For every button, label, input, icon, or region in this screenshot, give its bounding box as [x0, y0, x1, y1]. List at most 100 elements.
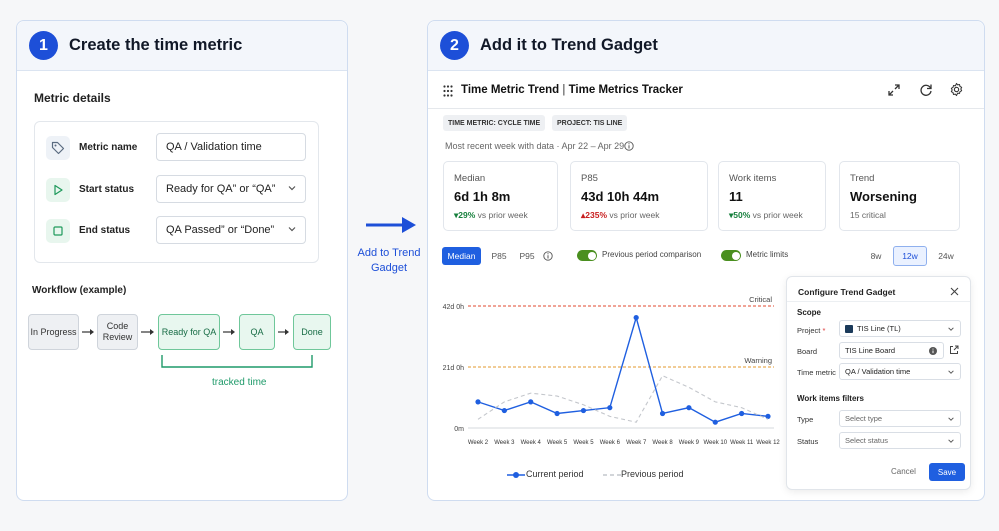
data-point — [580, 407, 587, 414]
y-tick-label: 0m — [454, 426, 464, 433]
step1-header: 1 Create the time metric — [17, 21, 347, 71]
tracked-time-label: tracked time — [212, 377, 267, 388]
start-status-value: Ready for QA” or “QA” — [166, 183, 276, 195]
tag-icon — [46, 136, 70, 160]
previous-period-label: Previous period comparison — [602, 250, 702, 259]
cancel-button[interactable]: Cancel — [891, 467, 916, 476]
board-value: TIS Line Board — [845, 346, 896, 355]
configure-title: Configure Trend Gadget — [798, 287, 896, 297]
chevron-down-icon — [288, 186, 296, 191]
metric-limits-label: Metric limits — [746, 250, 789, 259]
external-link-icon[interactable] — [949, 345, 959, 355]
legend-previous-label: Previous period — [621, 469, 684, 479]
x-tick-label: Week 7 — [626, 440, 647, 446]
metric-details-title: Metric details — [34, 91, 111, 105]
data-point — [659, 410, 666, 417]
info-icon[interactable] — [543, 251, 553, 261]
board-label: Board — [797, 347, 818, 356]
workflow-title: Workflow (example) — [32, 285, 127, 296]
tab-median[interactable]: Median — [442, 247, 481, 265]
drag-handle-icon[interactable] — [443, 85, 453, 97]
median-card: Median 6d 1h 8m ▾29% vs prior week — [443, 161, 558, 231]
step2-header: 2 Add it to Trend Gadget — [428, 21, 984, 71]
status-select[interactable]: Select status — [839, 432, 961, 449]
project-value: TIS Line (TL) — [857, 324, 901, 333]
data-point — [528, 399, 534, 405]
trend-card: Trend Worsening 15 critical — [839, 161, 960, 231]
x-tick-label: Week 12 — [756, 440, 780, 446]
chevron-down-icon — [948, 439, 954, 443]
arrow-right-icon — [366, 217, 416, 233]
x-tick-label: Week 6 — [600, 440, 621, 446]
project-icon — [845, 324, 853, 333]
chevron-down-icon — [948, 370, 954, 374]
start-status-label: Start status — [79, 184, 135, 195]
data-point — [475, 399, 481, 405]
range-24w[interactable]: 24w — [938, 251, 954, 261]
y-tick-label: 42d 0h — [443, 304, 465, 311]
chevron-down-icon — [288, 227, 296, 232]
data-point — [607, 405, 613, 411]
close-icon[interactable] — [950, 287, 959, 296]
project-select[interactable]: TIS Line (TL) — [839, 320, 961, 337]
configure-panel: Configure Trend Gadget Scope Project * T… — [786, 276, 971, 490]
workflow-step-done: Done — [293, 314, 331, 350]
legend-previous-swatch — [603, 474, 621, 476]
type-select[interactable]: Select type — [839, 410, 961, 427]
chevron-down-icon — [948, 417, 954, 421]
metric-name-input[interactable]: QA / Validation time — [156, 133, 306, 161]
y-tick-label: 21d 0h — [443, 365, 465, 372]
data-point — [765, 413, 771, 419]
workflow-step-in-progress: In Progress — [28, 314, 79, 350]
gadget-divider — [428, 108, 984, 109]
data-point — [554, 410, 560, 417]
workflow-step-code-review: Code Review — [97, 314, 138, 350]
x-tick-label: Week 8 — [652, 440, 673, 446]
x-tick-label: Week 10 — [703, 440, 727, 446]
end-status-select[interactable]: QA Passed” or “Done” — [156, 216, 306, 244]
time-metric-value: QA / Validation time — [845, 367, 911, 376]
previous-period-toggle[interactable] — [577, 250, 597, 261]
data-point — [633, 315, 639, 321]
info-icon — [929, 347, 937, 355]
metric-limits-toggle[interactable] — [721, 250, 741, 261]
step1-panel: 1 Create the time metric Metric details … — [16, 20, 348, 501]
range-8w[interactable]: 8w — [870, 251, 882, 261]
project-label: Project * — [797, 326, 826, 335]
end-status-value: QA Passed” or “Done” — [166, 224, 275, 236]
info-icon[interactable] — [624, 141, 634, 151]
trend-chart: 0m 21d 0h 42d 0h Critical Warning Week 2 Week … — [443, 295, 781, 446]
x-tick-label: Week 5 — [547, 440, 568, 446]
filters-title: Work items filters — [797, 394, 864, 403]
add-to-trend-gadget-label: Add to Trend Gadget — [357, 247, 421, 274]
time-metric-label: Time metric — [797, 368, 836, 377]
step2-number: 2 — [440, 31, 469, 60]
tab-p95[interactable]: P95 — [519, 251, 535, 261]
data-point — [739, 410, 745, 417]
data-point — [686, 405, 692, 411]
step1-number: 1 — [29, 31, 58, 60]
threshold-label-critical: Critical — [749, 295, 772, 304]
workflow-arrows — [82, 329, 313, 368]
tab-p85[interactable]: P85 — [491, 251, 507, 261]
workflow-step-qa: QA — [239, 314, 275, 350]
time-metric-tag: TIME METRIC: CYCLE TIME — [443, 115, 546, 131]
time-metric-select[interactable]: QA / Validation time — [839, 363, 961, 380]
refresh-icon[interactable] — [919, 83, 933, 97]
workflow-step-ready-for-qa: Ready for QA — [158, 314, 220, 350]
range-12w[interactable]: 12w — [893, 246, 927, 266]
p85-card: P85 43d 10h 44m ▴235% vs prior week — [570, 161, 708, 231]
save-button[interactable]: Save — [929, 463, 965, 481]
legend-current-label: Current period — [526, 469, 584, 479]
gear-icon[interactable] — [949, 82, 964, 97]
step1-title: Create the time metric — [69, 36, 243, 54]
expand-icon[interactable] — [887, 83, 901, 97]
board-select[interactable]: TIS Line Board — [839, 342, 944, 359]
gadget-title: Time Metric Trend | Time Metrics Tracker — [461, 84, 683, 96]
configure-divider — [787, 301, 970, 302]
start-status-select[interactable]: Ready for QA” or “QA” — [156, 175, 306, 203]
status-placeholder: Select status — [845, 436, 888, 445]
series-line-current — [477, 315, 769, 423]
chart-legend: Current period Previous period — [507, 468, 707, 482]
metric-details-card: Metric name QA / Validation time Start s… — [34, 121, 319, 263]
